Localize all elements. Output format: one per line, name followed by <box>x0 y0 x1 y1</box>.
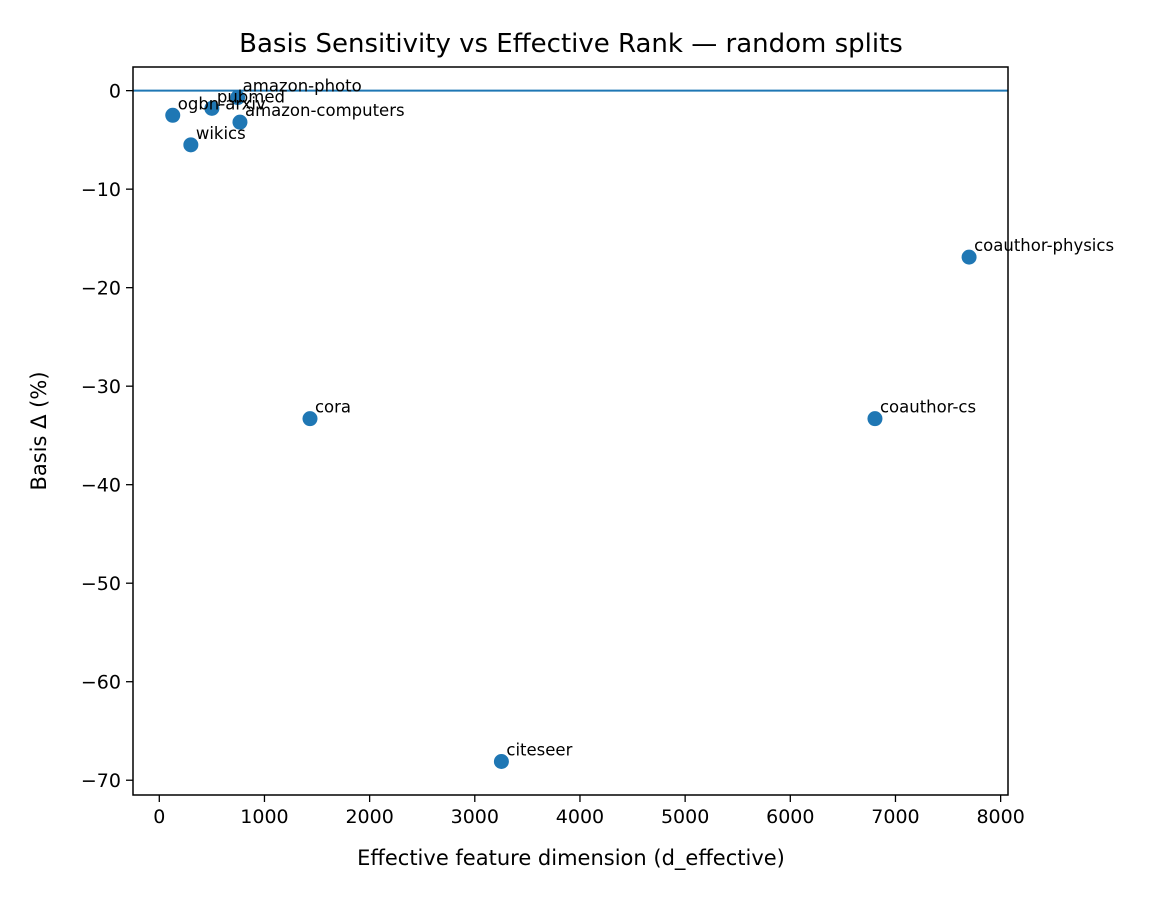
data-point <box>493 754 509 770</box>
x-tick-label: 1000 <box>240 806 288 828</box>
x-tick-label: 4000 <box>556 806 604 828</box>
point-label: amazon-photo <box>243 77 362 96</box>
point-label: ogbn-arxiv <box>178 94 266 113</box>
plot-area: 0 1000 2000 3000 4000 5000 6000 7000 8000 0 −10 −20… <box>81 66 1114 828</box>
data-point <box>204 100 220 116</box>
data-point <box>867 411 883 427</box>
point-label: coauthor-cs <box>880 398 976 417</box>
y-tick-label: −70 <box>81 770 121 792</box>
point-label: coauthor-physics <box>974 236 1114 255</box>
y-tick-label: −50 <box>81 573 121 595</box>
y-axis-label: Basis Δ (%) <box>27 371 51 490</box>
x-tick-label: 3000 <box>451 806 499 828</box>
x-axis-label: Effective feature dimension (d_effective… <box>357 846 785 871</box>
x-tick-label: 2000 <box>345 806 393 828</box>
y-tick-label: −40 <box>81 475 121 497</box>
x-tick-label: 6000 <box>766 806 814 828</box>
y-tick-label: −60 <box>81 672 121 694</box>
data-point <box>961 249 977 265</box>
point-label: citeseer <box>506 741 572 760</box>
y-tick-label: −30 <box>81 376 121 398</box>
y-tick-label: −20 <box>81 278 121 300</box>
point-label: wikics <box>196 124 246 143</box>
chart-title: Basis Sensitivity vs Effective Rank — ra… <box>239 29 903 59</box>
data-point <box>183 137 199 153</box>
data-point <box>230 90 246 106</box>
point-label: amazon-computers <box>245 101 405 120</box>
y-tick-label: −10 <box>81 179 121 201</box>
data-point <box>165 107 181 123</box>
data-point <box>232 114 248 130</box>
x-tick-label: 7000 <box>871 806 919 828</box>
data-point <box>302 411 318 427</box>
x-tick-label: 0 <box>153 806 165 828</box>
x-tick-label: 5000 <box>661 806 709 828</box>
point-label: pubmed <box>217 87 285 106</box>
x-tick-label: 8000 <box>976 806 1024 828</box>
point-label: cora <box>315 398 351 417</box>
y-tick-label: 0 <box>109 81 121 103</box>
plot-frame <box>132 66 1009 796</box>
